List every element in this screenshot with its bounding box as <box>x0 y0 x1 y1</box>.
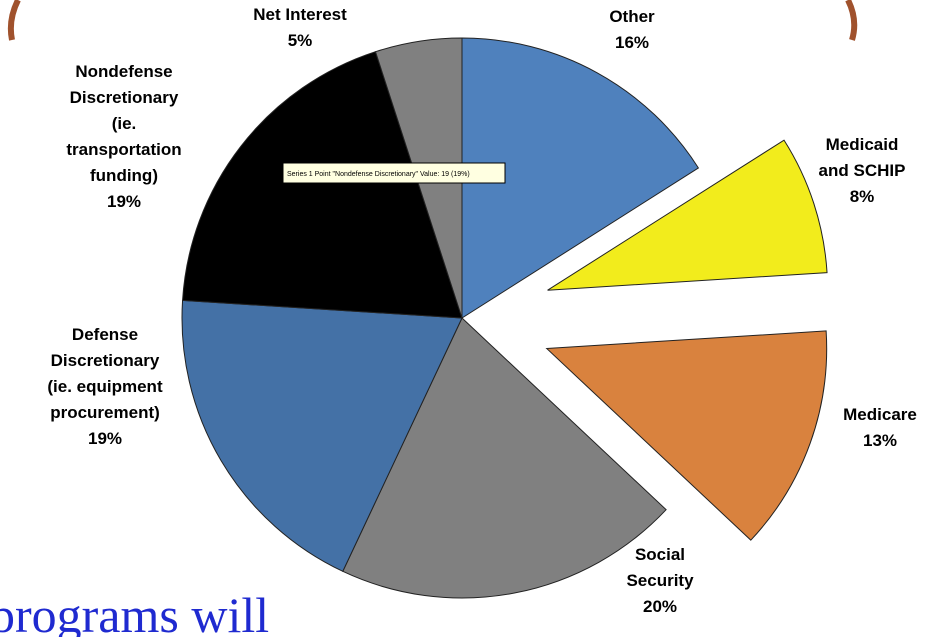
value-label: 19% <box>88 429 122 448</box>
bracket-decor <box>7 0 21 41</box>
tooltip: Series 1 Point "Nondefense Discretionary… <box>282 162 506 184</box>
pie-slice <box>461 37 700 319</box>
bracket-decor <box>845 0 858 41</box>
pie-slice <box>182 51 463 319</box>
pie <box>181 37 828 599</box>
slice-label: Defense Discretionary (ie. equipment procur… <box>47 325 163 422</box>
value-label: 8% <box>850 187 875 206</box>
slice-label: Net Interest <box>253 5 347 24</box>
labels: Other 16% Medicaid and SCHIP 8% Medicare 13% So… <box>47 5 916 616</box>
pie-slice <box>545 330 828 541</box>
pie-slice <box>342 317 667 599</box>
pie-slice <box>181 299 463 573</box>
value-label: 5% <box>288 31 313 50</box>
value-label: 16% <box>615 33 649 52</box>
value-label: 20% <box>643 597 677 616</box>
value-label: 19% <box>107 192 141 211</box>
tooltip-text: Series 1 Point "Nondefense Discretionary… <box>287 171 470 178</box>
pie-slice <box>547 139 828 291</box>
value-label: 13% <box>863 431 897 450</box>
slice-label: Medicare <box>843 405 917 424</box>
slice-label: Social Security <box>626 545 694 590</box>
slice-label: Nondefense Discretionary (ie. transportatio… <box>66 62 181 185</box>
body-text: programs will <box>0 587 269 637</box>
slice-label: Other <box>609 7 655 26</box>
tooltip-box <box>282 162 506 184</box>
slice-label: Medicaid and SCHIP <box>819 135 906 180</box>
